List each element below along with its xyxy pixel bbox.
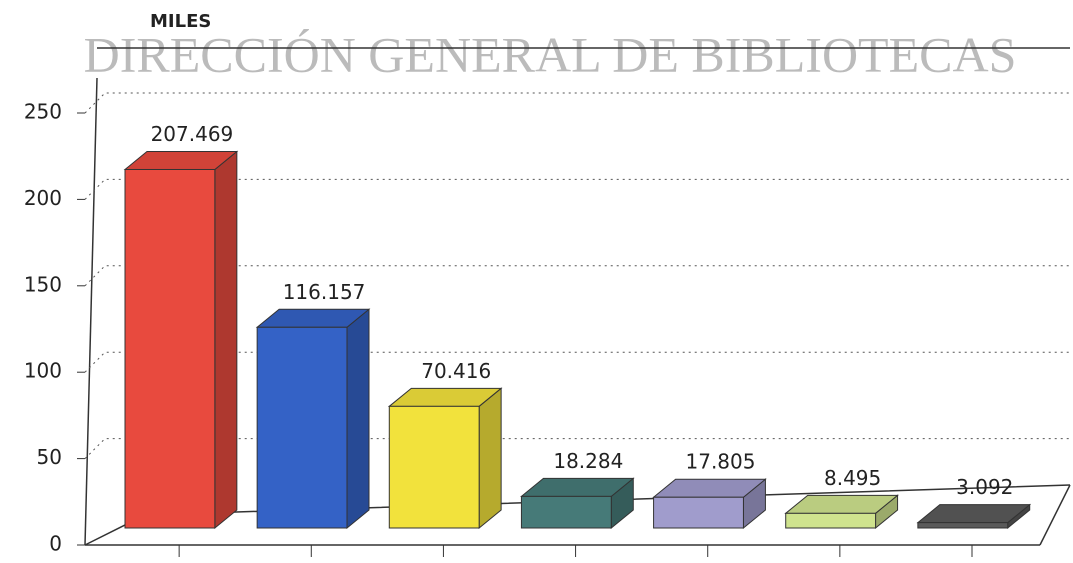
value-label: 17.805 (686, 450, 756, 474)
bar (785, 512, 877, 529)
y-tick-label: 200 (24, 186, 62, 210)
value-label: 70.416 (421, 359, 491, 383)
watermark: DIRECCIÓN GENERAL DE BIBLIOTECAS (84, 26, 1017, 82)
floor-right (1039, 484, 1071, 546)
bar (520, 495, 612, 529)
axis (84, 77, 98, 546)
bar-side (478, 387, 502, 530)
value-label: 207.469 (151, 122, 234, 146)
value-label: 8.495 (824, 466, 881, 490)
y-tick-label: 0 (49, 532, 62, 556)
value-label: 18.284 (553, 449, 623, 473)
y-tick-label: 100 (24, 359, 62, 383)
grid-line (84, 92, 1070, 114)
bar (388, 405, 480, 529)
value-label: 3.092 (956, 475, 1013, 499)
bar-side (346, 308, 370, 530)
y-tick-label: 150 (24, 272, 62, 296)
bar-side (214, 150, 238, 530)
bar (124, 168, 216, 529)
bar (256, 326, 348, 529)
value-label: 116.157 (283, 280, 366, 304)
bar (653, 496, 744, 529)
y-tick-label: 250 (24, 100, 62, 124)
y-axis-label: MILES (150, 11, 211, 32)
y-tick-label: 50 (37, 445, 62, 469)
bar (917, 522, 1009, 529)
